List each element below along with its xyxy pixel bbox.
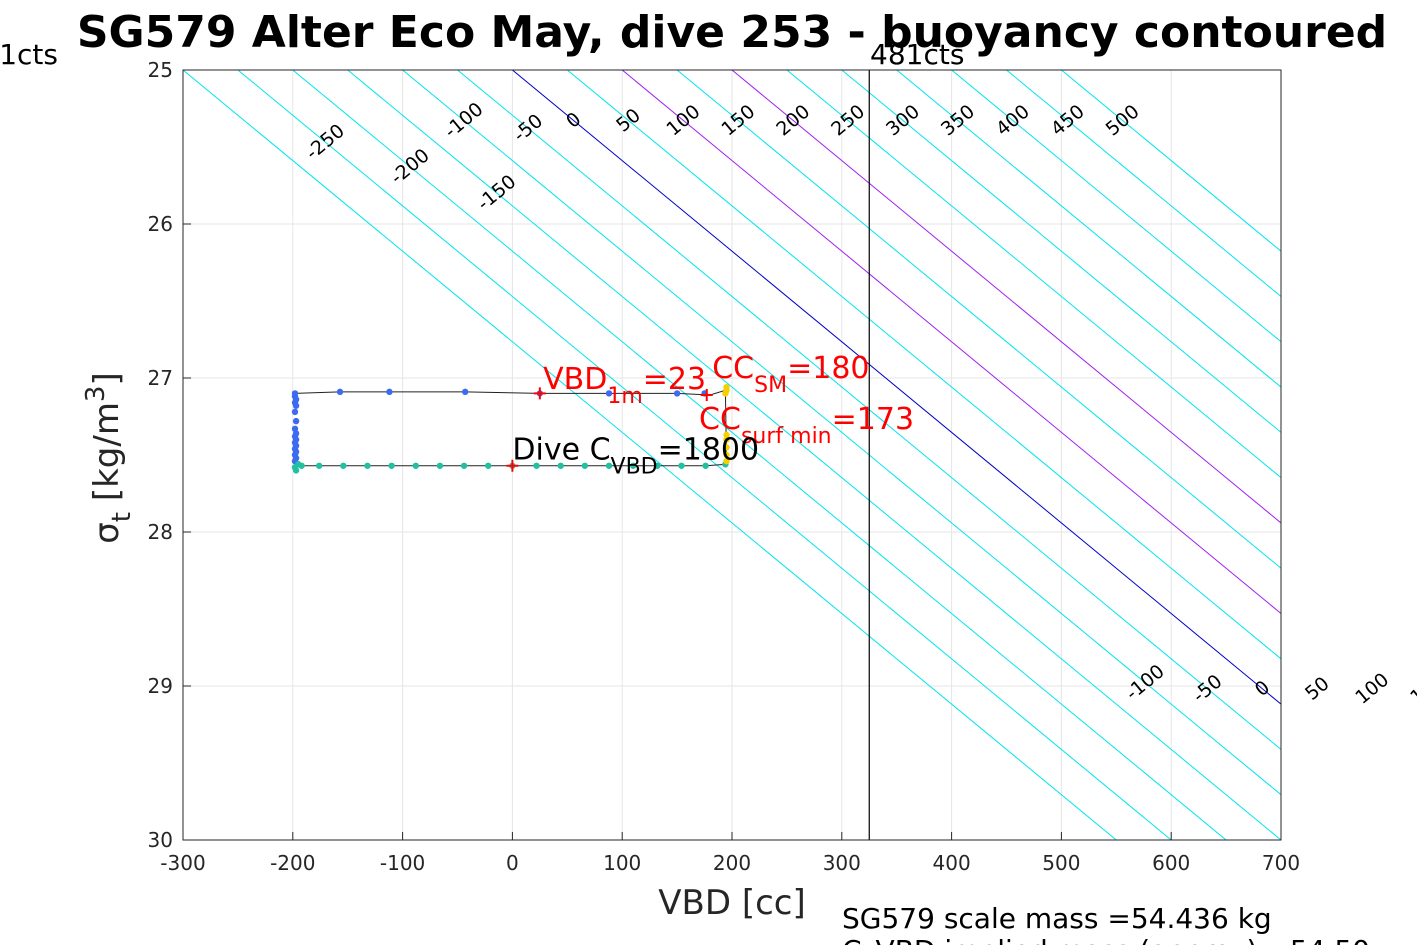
- y-axis-label: σt [kg/m3]: [81, 372, 137, 544]
- contour-line: [896, 70, 1281, 388]
- red-markers: [506, 387, 713, 472]
- data-point: [292, 467, 300, 474]
- data-point: [723, 444, 730, 451]
- data-point: [291, 408, 299, 416]
- x-tick-label: 100: [603, 851, 641, 875]
- buoyancy-contours: [183, 70, 1281, 840]
- y-label-sub: t: [107, 512, 137, 522]
- data-point: [292, 402, 300, 409]
- data-point: [412, 462, 419, 469]
- data-point: [315, 462, 323, 469]
- svg-text:σt [kg/m3]: σt [kg/m3]: [81, 372, 137, 544]
- x-axis-label: VBD [cc]: [658, 883, 806, 923]
- contour-line: [676, 70, 1281, 569]
- x-tick-label: 700: [1262, 851, 1300, 875]
- vline-left-label: 1cts: [0, 38, 58, 71]
- x-tick-label: -100: [380, 851, 425, 875]
- x-tick-label: 600: [1152, 851, 1190, 875]
- contour-line: [347, 70, 1281, 840]
- contour-line: [1061, 70, 1281, 252]
- data-points: [291, 384, 730, 474]
- data-point: [485, 462, 492, 469]
- dive-path: [294, 389, 728, 467]
- annotation: Dive CVBD=1800: [512, 433, 759, 480]
- x-tick-label: 400: [933, 851, 971, 875]
- plus-marker: [533, 387, 546, 400]
- data-point: [581, 462, 589, 469]
- data-point: [702, 462, 709, 469]
- contour-line: [292, 70, 1227, 840]
- data-point: [722, 390, 729, 397]
- contour-line: [951, 70, 1281, 343]
- contour-line: [786, 70, 1281, 479]
- data-point: [436, 462, 444, 469]
- vline-right-label: 481cts: [870, 38, 964, 71]
- data-point: [605, 390, 613, 397]
- y-tick-label: 25: [148, 58, 173, 82]
- data-point: [298, 462, 305, 469]
- x-tick-label: 0: [506, 851, 519, 875]
- plus-marker: [506, 459, 519, 472]
- data-point: [460, 462, 468, 469]
- y-tick-label: 29: [148, 674, 173, 698]
- contour-line: [457, 70, 1281, 751]
- data-point: [605, 462, 613, 469]
- data-point: [723, 431, 730, 439]
- contour-line: [1006, 70, 1281, 298]
- data-point: [340, 462, 347, 469]
- contour-line: [183, 70, 1117, 840]
- contour-label: 100: [1351, 669, 1393, 709]
- axis-ticks: -300 -200 -100 0 100 200 300 400 500 600 700 25 26 27…: [148, 58, 1301, 875]
- contour-label: 50: [1301, 673, 1334, 705]
- contour-line: [621, 70, 1281, 615]
- x-tick-label: -300: [160, 851, 205, 875]
- chart-title: SG579 Alter Eco May, dive 253 - buoyancy…: [77, 7, 1387, 58]
- y-tick-label: 27: [148, 366, 173, 390]
- contour-line: [841, 70, 1281, 434]
- data-point: [723, 451, 730, 459]
- data-point: [629, 462, 637, 469]
- data-point: [723, 457, 730, 465]
- scale-mass-text: SG579 scale mass =54.436 kg: [842, 902, 1272, 935]
- annotation: CCSM=180: [712, 351, 869, 398]
- data-point: [336, 388, 344, 396]
- data-point: [461, 388, 469, 396]
- plus-marker: [700, 388, 713, 401]
- implied-mass-text: C_VBD implied mass (approx) =54.50: [842, 934, 1370, 945]
- data-point: [654, 462, 661, 469]
- data-point: [386, 388, 393, 396]
- x-tick-label: 200: [713, 851, 751, 875]
- data-point: [364, 462, 371, 469]
- contour-line: [566, 70, 1281, 660]
- x-tick-label: -200: [270, 851, 315, 875]
- y-tick-label: 28: [148, 520, 173, 544]
- x-tick-label: 500: [1042, 851, 1080, 875]
- annotation: VBD1m=23: [543, 362, 706, 409]
- contour-label: 150: [1406, 669, 1417, 709]
- data-point: [673, 390, 681, 397]
- data-point: [388, 462, 395, 469]
- contour-line: [512, 70, 1281, 705]
- y-label-sigma: σ: [87, 522, 127, 544]
- annotation: CCsurf min=173: [699, 402, 914, 449]
- data-point: [723, 436, 730, 443]
- data-point: [678, 462, 685, 469]
- y-tick-label: 26: [148, 212, 173, 236]
- data-point: [292, 417, 300, 425]
- x-tick-label: 300: [823, 851, 861, 875]
- data-point: [533, 462, 540, 469]
- contour-line: [237, 70, 1172, 840]
- y-tick-label: 30: [148, 828, 173, 852]
- data-point: [557, 462, 564, 469]
- dive-path-line: [294, 389, 728, 467]
- contour-line: [731, 70, 1281, 524]
